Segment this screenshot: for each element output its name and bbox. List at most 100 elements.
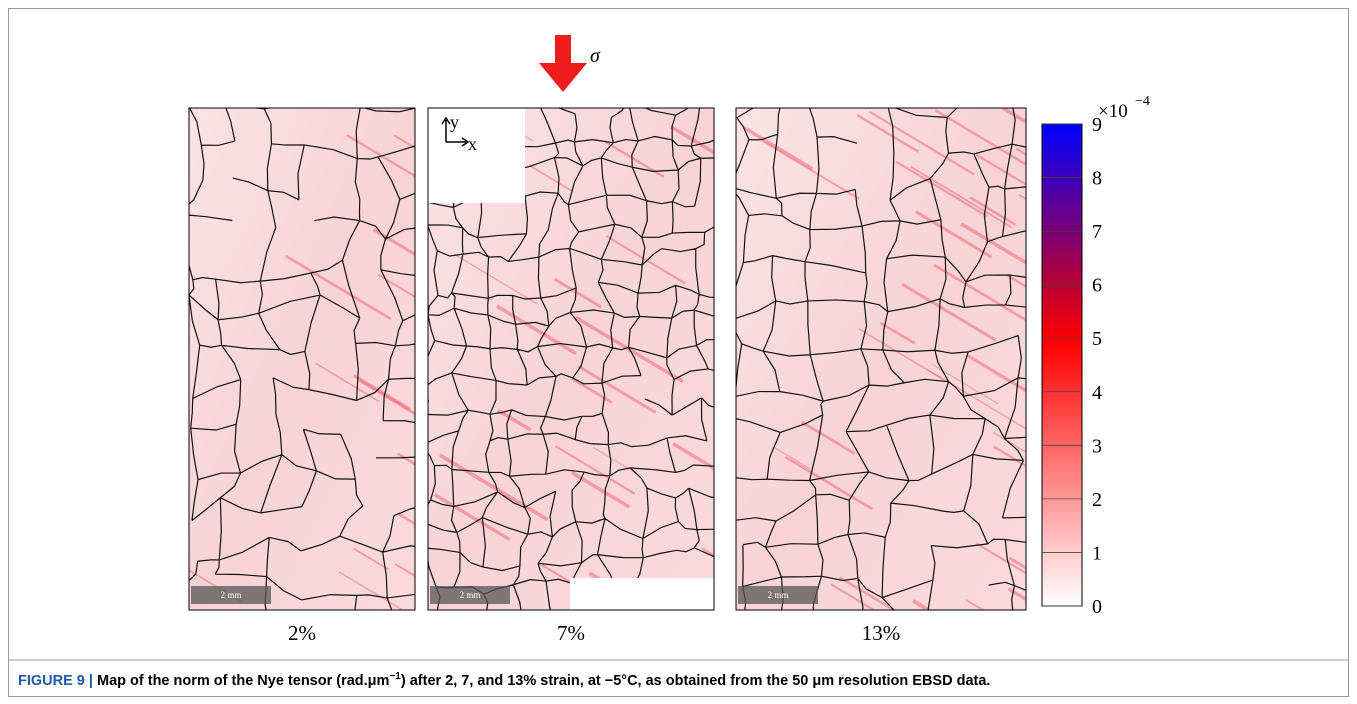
ebsd-map: 2 mm <box>736 108 1026 610</box>
panel-label: 13% <box>862 621 901 645</box>
cutout <box>570 578 714 610</box>
axis-label-y: y <box>450 112 459 132</box>
streak <box>992 445 1026 468</box>
streak <box>394 563 415 578</box>
streak <box>605 235 686 285</box>
streak <box>372 228 415 257</box>
streak <box>353 547 389 571</box>
streak <box>856 114 920 153</box>
streak <box>934 108 1026 166</box>
streak <box>285 254 392 321</box>
stress-arrow-shaft <box>555 35 571 65</box>
scale-bar <box>430 586 510 604</box>
streak <box>358 379 415 416</box>
streak <box>910 166 1013 229</box>
streak <box>338 571 404 610</box>
colorbar-exponent: −4 <box>1135 94 1150 109</box>
colorbar-multiplier: ×10 <box>1098 101 1128 122</box>
streak <box>868 110 975 176</box>
map-background <box>189 108 415 610</box>
streak <box>838 576 897 610</box>
axis-arrows <box>441 116 470 147</box>
stress-label: σ <box>590 45 601 67</box>
colorbar-tick-label: 6 <box>1092 275 1102 297</box>
streak <box>396 452 415 466</box>
streak <box>975 153 1026 186</box>
streak <box>800 420 856 455</box>
streak <box>784 455 874 511</box>
map-background <box>736 108 1026 610</box>
caption-label: FIGURE 9 | <box>18 673 93 689</box>
panels: 2 mm 2% yx 2 mm 7% 2 mm 13% <box>188 107 1027 645</box>
colorbar-tick-label: 7 <box>1092 221 1102 243</box>
streak <box>965 599 985 610</box>
map-border <box>427 107 715 611</box>
streak <box>672 442 714 471</box>
caption: FIGURE 9 | Map of the norm of the Nye te… <box>18 671 990 689</box>
caption-text: Map of the norm of the Nye tensor (rad.μ… <box>97 673 389 689</box>
streak <box>1002 108 1026 124</box>
colorbar <box>1041 123 1083 607</box>
streak <box>915 210 993 259</box>
streak <box>396 512 415 526</box>
colorbar-tick-label: 1 <box>1092 542 1102 564</box>
ebsd-map: 2 mm <box>189 108 415 610</box>
streak <box>554 445 636 495</box>
grain-boundaries <box>736 108 1026 610</box>
streak <box>901 282 997 342</box>
streak <box>669 125 714 155</box>
ebsd-map: yx 2 mm <box>428 108 714 610</box>
streak <box>960 222 1026 265</box>
streak <box>773 446 811 470</box>
streak <box>453 253 538 305</box>
colorbar-tick-label: 9 <box>1092 114 1102 136</box>
axis-label-x: x <box>468 134 477 154</box>
map-border <box>735 107 1027 611</box>
streak <box>553 277 602 309</box>
scale-bar <box>738 586 818 604</box>
streak <box>975 542 1026 575</box>
streak <box>762 140 860 200</box>
streak <box>393 134 415 150</box>
streak <box>830 583 876 610</box>
streak <box>701 547 714 557</box>
colorbar-tick-label: 3 <box>1092 435 1102 457</box>
scale-bar-label: 2 mm <box>768 590 789 600</box>
streak <box>895 160 988 218</box>
caption-text: ) after 2, 7, and 13% strain, at −5°C, a… <box>401 673 991 689</box>
streak <box>571 377 613 404</box>
stress-arrow-head <box>539 63 587 92</box>
scale-bar-label: 2 mm <box>460 590 481 600</box>
caption-superscript: −1 <box>389 671 401 682</box>
colorbar-tick-label: 5 <box>1092 328 1102 350</box>
streak <box>926 368 1026 430</box>
streak <box>577 364 657 414</box>
grain-boundaries <box>189 108 415 610</box>
streak <box>346 134 415 178</box>
panel-label: 2% <box>288 621 316 645</box>
cutout <box>428 108 525 203</box>
streak <box>592 447 640 476</box>
colorbar-tick-label: 8 <box>1092 168 1102 190</box>
streak <box>496 304 577 356</box>
colorbar-tick-label: 0 <box>1092 596 1102 618</box>
streak <box>969 196 1017 226</box>
streak <box>879 321 916 345</box>
streak <box>438 453 549 522</box>
streak <box>1008 556 1026 570</box>
colorbar-tick-label: 2 <box>1092 489 1102 511</box>
map-border <box>188 107 416 611</box>
streak <box>1007 274 1026 288</box>
streak <box>496 408 532 432</box>
streak <box>992 431 1026 453</box>
scale-bar <box>191 586 271 604</box>
colorbar-ticks: 0 1 2 3 4 5 6 7 8 9 <box>1042 114 1102 618</box>
streak <box>742 125 814 171</box>
streak <box>965 353 1026 393</box>
streak <box>528 164 574 193</box>
panel-label: 7% <box>557 621 585 645</box>
frame <box>8 8 1349 697</box>
colorbar-tick-label: 4 <box>1092 382 1102 404</box>
